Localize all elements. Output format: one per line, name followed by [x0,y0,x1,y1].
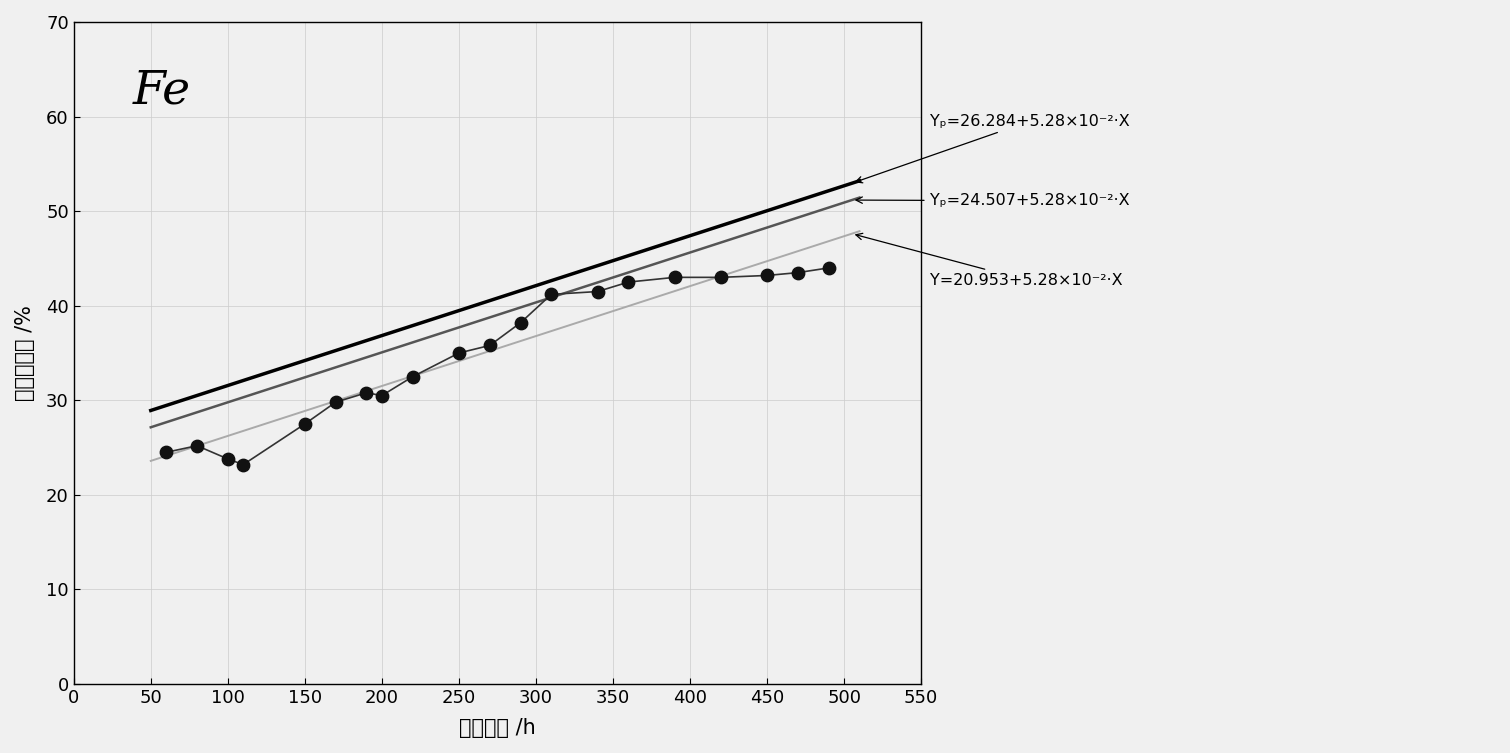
Y-axis label: 质量百分比 /%: 质量百分比 /% [15,305,35,401]
Point [323,396,347,408]
Text: Y=20.953+5.28×10⁻²·X: Y=20.953+5.28×10⁻²·X [856,233,1122,288]
Point [755,270,779,282]
Point [509,317,533,329]
Point [616,276,640,288]
Point [400,370,424,383]
Point [355,387,379,399]
Point [477,340,501,352]
Point [370,389,394,401]
Point [785,267,809,279]
Point [663,271,687,283]
Point [539,288,563,300]
Point [154,447,178,459]
Point [231,459,255,471]
Point [586,285,610,297]
Point [817,262,841,274]
Text: Yₚ=24.507+5.28×10⁻²·X: Yₚ=24.507+5.28×10⁻²·X [856,194,1129,209]
Point [216,453,240,465]
Text: Yₚ=26.284+5.28×10⁻²·X: Yₚ=26.284+5.28×10⁻²·X [856,114,1129,183]
Point [184,440,208,452]
Point [447,347,471,359]
Point [708,271,732,283]
X-axis label: 工作时间 /h: 工作时间 /h [459,718,536,738]
Point [293,418,317,430]
Text: Fe: Fe [133,69,192,114]
